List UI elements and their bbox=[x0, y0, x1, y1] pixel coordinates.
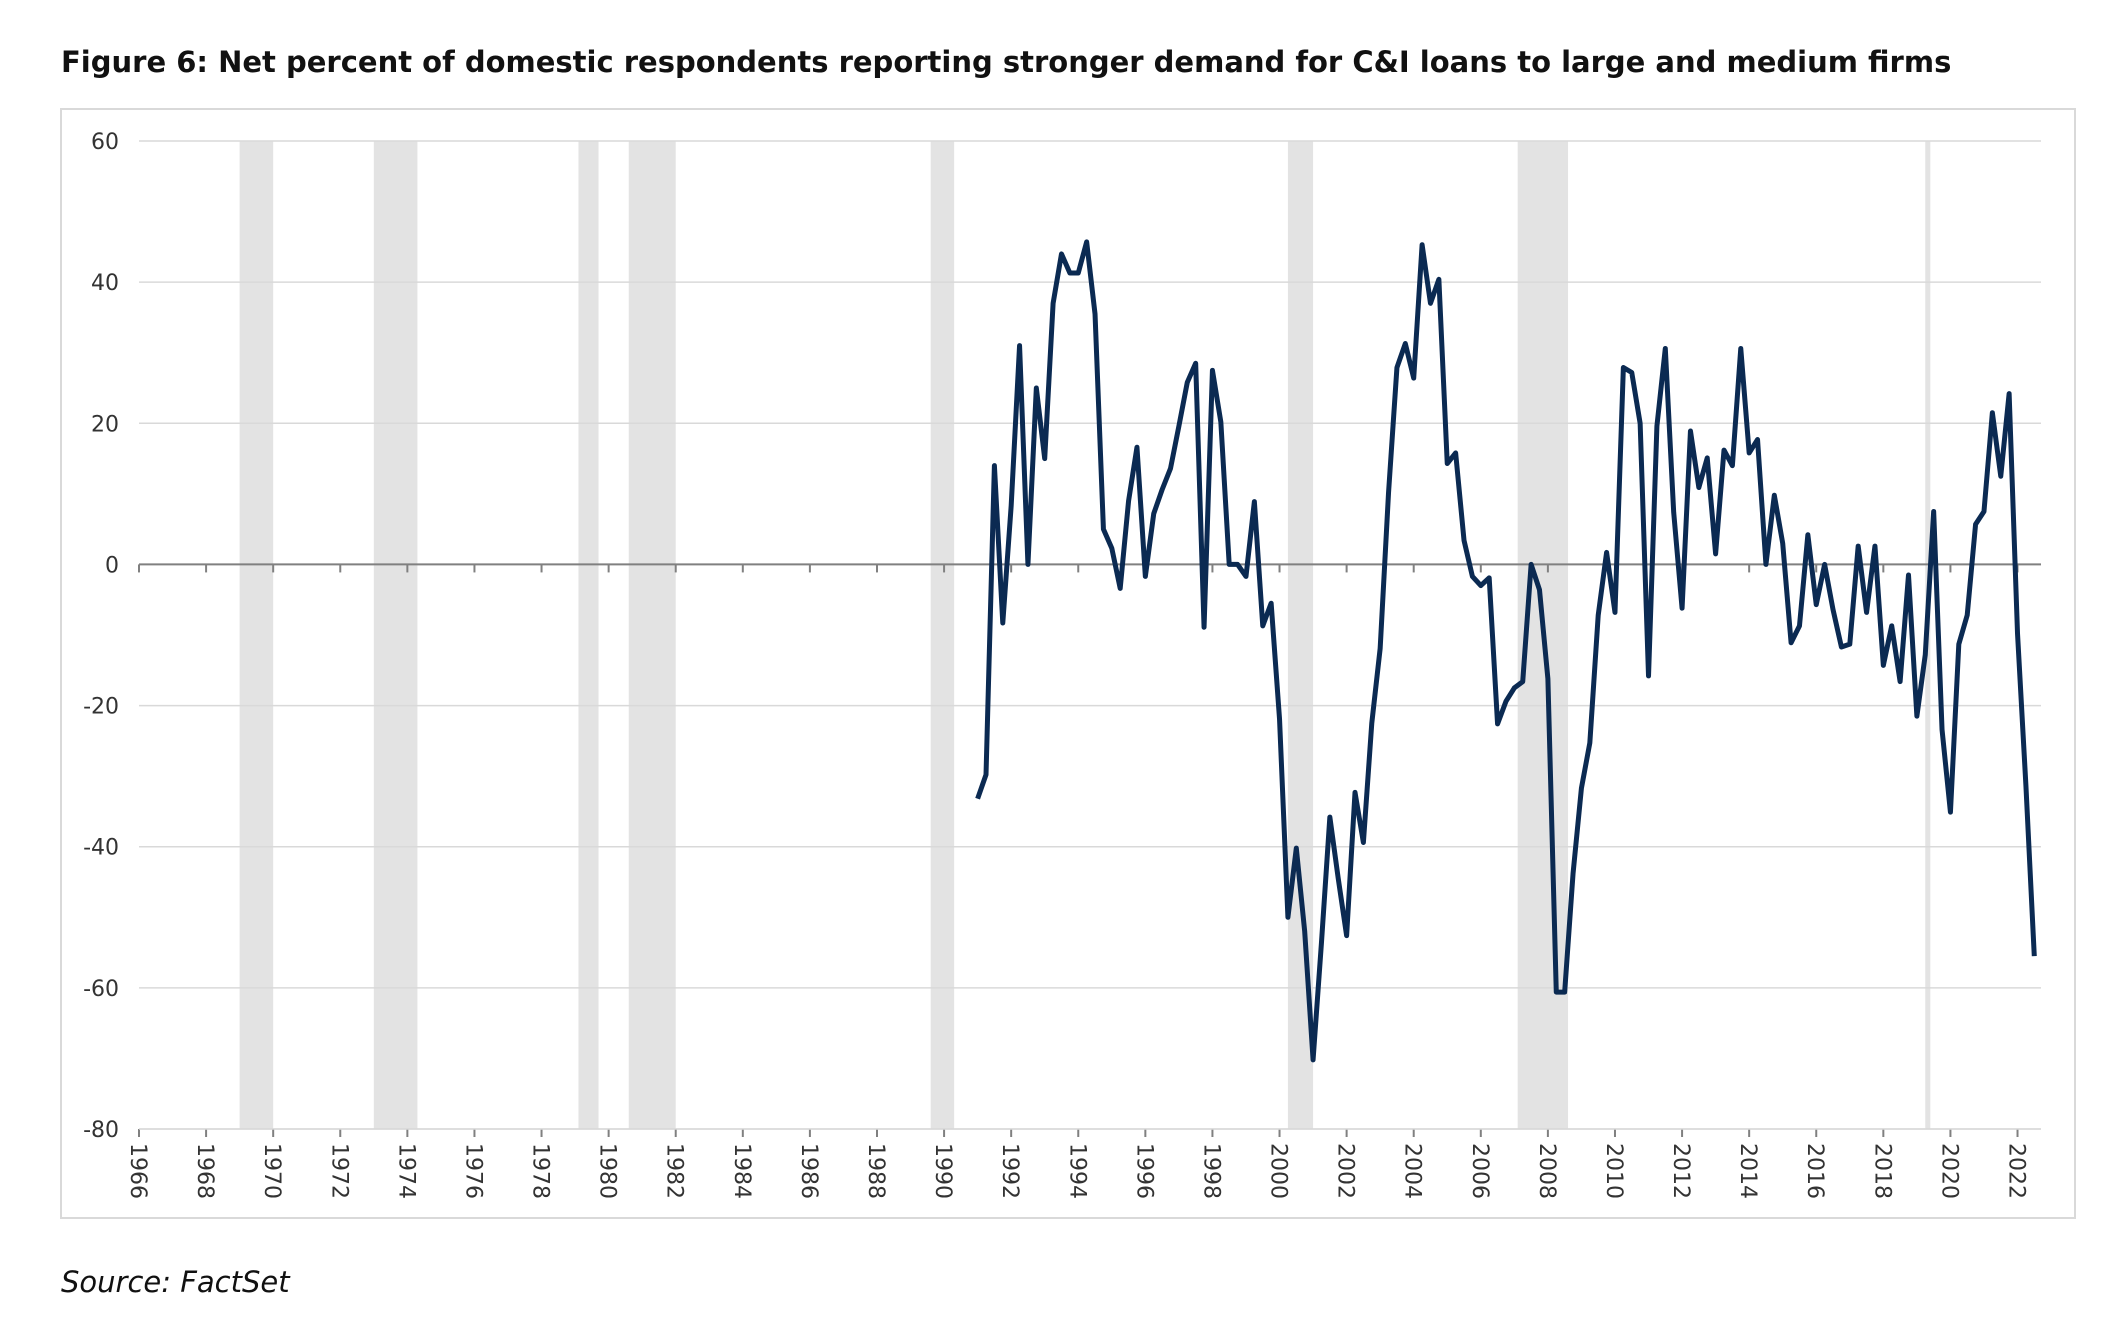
source-note: Source: FactSet bbox=[61, 1265, 291, 1299]
y-tick-label: -40 bbox=[83, 836, 119, 861]
x-tick-label: 1990 bbox=[930, 1143, 955, 1199]
x-tick-label: 2002 bbox=[1333, 1143, 1358, 1199]
x-tick-label: 1976 bbox=[460, 1143, 485, 1199]
recession-band bbox=[239, 141, 274, 1129]
x-tick-label: 1992 bbox=[997, 1143, 1022, 1199]
data-line bbox=[975, 239, 2037, 1063]
chart-title: Figure 6: Net percent of domestic respon… bbox=[61, 45, 1951, 79]
y-tick-label: -20 bbox=[83, 695, 119, 720]
y-tick-label: 20 bbox=[91, 412, 119, 437]
x-tick-label: 2004 bbox=[1400, 1143, 1425, 1199]
x-tick-label: 2010 bbox=[1601, 1143, 1626, 1199]
x-tick-label: 2012 bbox=[1668, 1143, 1693, 1199]
x-tick-label: 2014 bbox=[1735, 1143, 1760, 1199]
x-tick-label: 1994 bbox=[1064, 1143, 1089, 1199]
x-tick-label: 1972 bbox=[326, 1143, 351, 1199]
x-tick-label: 1966 bbox=[125, 1143, 150, 1199]
chart-frame bbox=[60, 108, 2076, 1219]
recession-band bbox=[373, 141, 418, 1129]
y-tick-label: -80 bbox=[83, 1118, 119, 1143]
x-tick-label: 1984 bbox=[729, 1143, 754, 1199]
x-tick-label: 1974 bbox=[393, 1143, 418, 1199]
x-tick-label: 2000 bbox=[1266, 1143, 1291, 1199]
recession-band bbox=[578, 141, 599, 1129]
y-tick-label: 60 bbox=[91, 130, 119, 155]
x-tick-label: 1970 bbox=[259, 1143, 284, 1199]
y-tick-label: -60 bbox=[83, 977, 119, 1002]
x-tick-label: 1978 bbox=[528, 1143, 553, 1199]
x-tick-label: 2008 bbox=[1534, 1143, 1559, 1199]
y-tick-label: 40 bbox=[91, 271, 119, 296]
x-tick-label: 2020 bbox=[1936, 1143, 1961, 1199]
x-tick-label: 2018 bbox=[1869, 1143, 1894, 1199]
x-tick-label: 1982 bbox=[662, 1143, 687, 1199]
x-tick-label: 1968 bbox=[192, 1143, 217, 1199]
x-tick-label: 2022 bbox=[2004, 1143, 2029, 1199]
x-tick-label: 1988 bbox=[863, 1143, 888, 1199]
x-tick-label: 1986 bbox=[796, 1143, 821, 1199]
y-tick-label: 0 bbox=[105, 553, 119, 578]
x-tick-label: 1996 bbox=[1131, 1143, 1156, 1199]
x-tick-label: 2006 bbox=[1467, 1143, 1492, 1199]
recession-band bbox=[930, 141, 955, 1129]
recession-band bbox=[628, 141, 676, 1129]
x-tick-label: 2016 bbox=[1802, 1143, 1827, 1199]
x-tick-label: 1980 bbox=[595, 1143, 620, 1199]
x-tick-label: 1998 bbox=[1198, 1143, 1223, 1199]
